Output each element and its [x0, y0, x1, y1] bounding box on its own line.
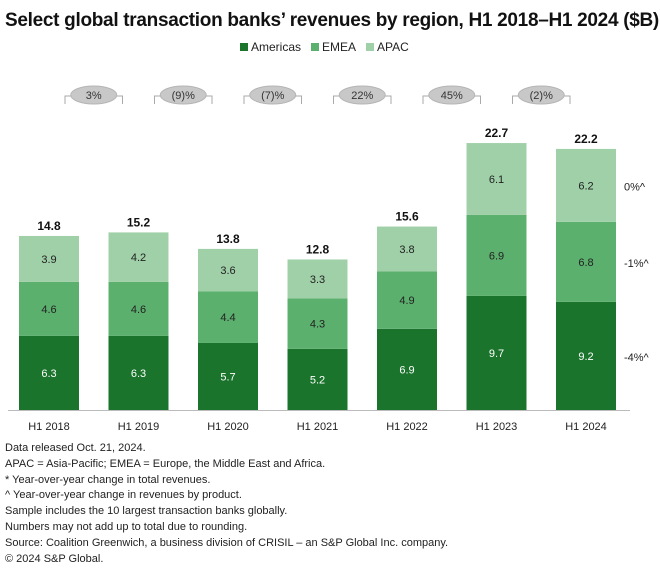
data-label: 4.9 [399, 295, 414, 307]
bar-apac [19, 235, 79, 282]
bar-apac [287, 259, 348, 299]
bar-americas [108, 335, 169, 410]
data-label: 4.2 [131, 252, 146, 264]
bar-apac [556, 148, 616, 222]
total-label: 13.8 [216, 232, 240, 246]
data-label: 3.6 [220, 265, 235, 277]
bar-americas [466, 295, 527, 410]
total-label: 15.6 [395, 210, 419, 224]
change-bubble [159, 85, 207, 105]
data-label: 3.3 [310, 274, 325, 286]
total-label: 12.8 [306, 242, 330, 256]
x-tick-label: H1 2019 [118, 421, 160, 430]
note: © 2024 S&P Global. [5, 552, 104, 565]
data-label: 3.8 [399, 244, 414, 256]
bar-emea [377, 271, 437, 329]
data-label: 6.9 [399, 364, 414, 376]
x-tick-label: H1 2021 [297, 421, 339, 430]
x-tick-label: H1 2018 [28, 421, 70, 430]
product-change-label: -4%^ [624, 352, 650, 364]
note: Sample includes the 10 largest transacti… [5, 505, 288, 518]
legend-swatch [366, 43, 375, 51]
data-label: 4.3 [310, 319, 325, 331]
data-label: 6.2 [578, 180, 593, 192]
product-change-label: 0%^ [624, 181, 646, 193]
chart-title: Select global transaction banks’ revenue… [5, 10, 659, 31]
total-label: 14.8 [37, 219, 61, 233]
change-bubble [428, 85, 476, 105]
data-label: 5.2 [310, 374, 325, 386]
bar-emea [19, 281, 79, 336]
bar-americas [556, 301, 616, 410]
yoy-change-label: 45% [441, 90, 463, 102]
x-tick-label: H1 2020 [207, 421, 249, 430]
bar-apac [108, 232, 169, 282]
bar-apac [198, 248, 258, 292]
yoy-change-label: 22% [351, 90, 373, 102]
note: Data released Oct. 21, 2024. [5, 442, 146, 454]
bar-apac [466, 143, 527, 215]
legend-item-apac: APAC [366, 40, 409, 54]
data-label: 9.7 [489, 348, 504, 360]
x-tick-label: H1 2024 [565, 421, 607, 430]
legend-item-emea: EMEA [311, 40, 356, 54]
change-bubble [249, 85, 297, 105]
x-tick-label: H1 2023 [476, 421, 518, 430]
note: APAC = Asia-Pacific; EMEA = Europe, the … [5, 457, 326, 470]
legend-swatch [240, 43, 248, 51]
legend-item-americas: Americas [240, 40, 301, 54]
legend: Americas EMEA APAC [240, 40, 409, 54]
data-label: 4.6 [131, 304, 146, 316]
data-label: 6.9 [489, 250, 504, 262]
legend-swatch [311, 43, 320, 51]
yoy-change-label: (2)% [530, 90, 553, 102]
note: * Year-over-year change in total revenue… [5, 473, 211, 486]
bar-americas [287, 348, 348, 410]
yoy-change-label: 3% [86, 90, 102, 102]
bar-emea [198, 291, 258, 343]
change-bubble [70, 85, 118, 105]
data-label: 4.4 [220, 312, 235, 324]
bar-emea [287, 298, 348, 349]
data-label: 6.3 [131, 368, 146, 380]
legend-label: EMEA [322, 40, 357, 54]
yoy-change-label: (9)% [172, 90, 195, 102]
data-label: 5.7 [220, 371, 235, 383]
total-label: 22.2 [574, 132, 598, 146]
bar-apac [377, 226, 437, 272]
total-label: 15.2 [127, 215, 151, 229]
data-label: 6.8 [578, 257, 593, 269]
data-label: 3.9 [41, 254, 56, 266]
change-bubble [338, 85, 386, 105]
note: ^ Year-over-year change in revenues by p… [5, 489, 242, 502]
bar-americas [19, 335, 79, 410]
bar-emea [556, 221, 616, 302]
legend-label: Americas [251, 40, 302, 54]
total-label: 22.7 [485, 126, 509, 140]
legend-label: APAC [377, 40, 409, 54]
footnotes: Data released Oct. 21, 2024. APAC = Asia… [5, 441, 448, 567]
data-label: 4.6 [41, 304, 56, 316]
note: Source: Coalition Greenwich, a business … [5, 536, 449, 549]
plot-area: 6.3 4.6 3.9 14.8 H1 2018 6.3 4.6 4.2 15.2 H1 2019… [8, 85, 650, 430]
data-label: 9.2 [578, 351, 593, 363]
data-label: 6.3 [41, 368, 56, 380]
bar-americas [377, 328, 437, 410]
bar-emea [466, 214, 527, 296]
data-label: 6.1 [489, 174, 504, 186]
change-bubble [517, 85, 565, 105]
note: Numbers may not add up to total due to r… [5, 520, 248, 533]
bar-americas [198, 342, 258, 410]
product-change-label: -1%^ [624, 258, 650, 270]
bar-emea [108, 281, 169, 336]
yoy-change-label: (7)% [261, 90, 284, 102]
x-tick-label: H1 2022 [386, 421, 428, 430]
